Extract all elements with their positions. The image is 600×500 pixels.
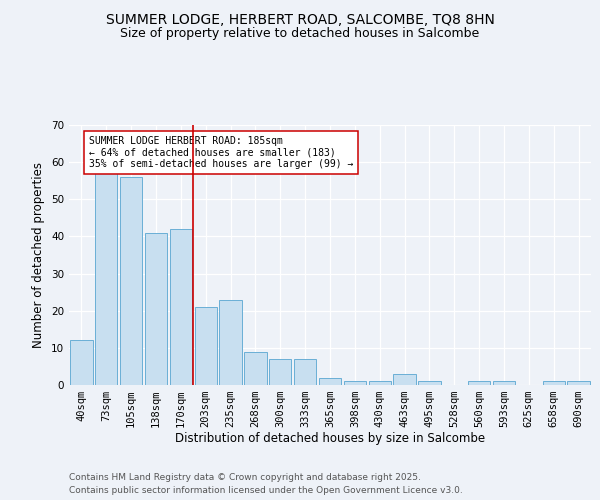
- Bar: [220, 300, 242, 385]
- Bar: [493, 382, 515, 385]
- Bar: [244, 352, 266, 385]
- Text: Contains HM Land Registry data © Crown copyright and database right 2025.: Contains HM Land Registry data © Crown c…: [69, 472, 421, 482]
- Bar: [269, 359, 292, 385]
- Bar: [194, 307, 217, 385]
- Bar: [145, 232, 167, 385]
- Bar: [294, 359, 316, 385]
- Bar: [368, 382, 391, 385]
- Bar: [568, 382, 590, 385]
- Text: SUMMER LODGE HERBERT ROAD: 185sqm
← 64% of detached houses are smaller (183)
35%: SUMMER LODGE HERBERT ROAD: 185sqm ← 64% …: [89, 136, 353, 170]
- Bar: [542, 382, 565, 385]
- Bar: [344, 382, 366, 385]
- Text: Size of property relative to detached houses in Salcombe: Size of property relative to detached ho…: [121, 28, 479, 40]
- Text: Contains public sector information licensed under the Open Government Licence v3: Contains public sector information licen…: [69, 486, 463, 495]
- Bar: [70, 340, 92, 385]
- Y-axis label: Number of detached properties: Number of detached properties: [32, 162, 46, 348]
- Bar: [319, 378, 341, 385]
- Text: SUMMER LODGE, HERBERT ROAD, SALCOMBE, TQ8 8HN: SUMMER LODGE, HERBERT ROAD, SALCOMBE, TQ…: [106, 12, 494, 26]
- X-axis label: Distribution of detached houses by size in Salcombe: Distribution of detached houses by size …: [175, 432, 485, 444]
- Bar: [120, 177, 142, 385]
- Bar: [468, 382, 490, 385]
- Bar: [394, 374, 416, 385]
- Bar: [418, 382, 440, 385]
- Bar: [170, 229, 192, 385]
- Bar: [95, 174, 118, 385]
